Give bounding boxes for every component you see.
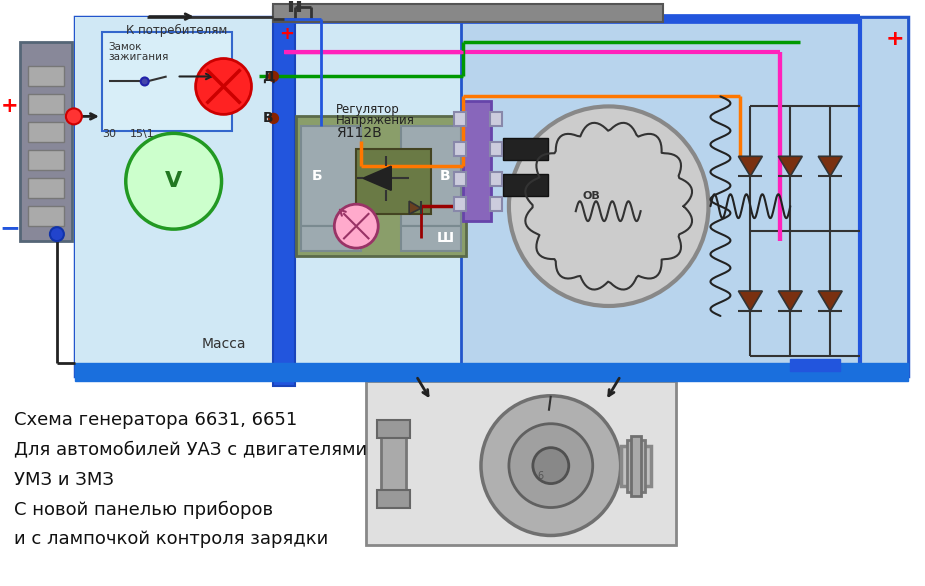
Bar — [490, 142, 502, 156]
Bar — [490, 197, 502, 211]
Bar — [20, 42, 72, 241]
Polygon shape — [819, 291, 842, 311]
Text: +: + — [886, 29, 905, 49]
Bar — [302, 127, 362, 226]
Circle shape — [509, 424, 593, 507]
Bar — [366, 381, 675, 546]
Text: Для автомобилей УАЗ с двигателями: Для автомобилей УАЗ с двигателями — [14, 441, 367, 459]
Bar — [790, 359, 840, 371]
Polygon shape — [409, 201, 421, 214]
Bar — [503, 174, 548, 196]
Text: Я112В: Я112В — [337, 127, 382, 141]
Bar — [28, 178, 64, 198]
Text: +: + — [279, 25, 294, 43]
Text: V: V — [165, 171, 182, 191]
Bar — [631, 435, 641, 496]
Circle shape — [533, 448, 569, 483]
Bar — [102, 32, 231, 131]
Bar — [274, 6, 295, 386]
Bar — [401, 127, 461, 226]
Text: и с лампочкой контроля зарядки: и с лампочкой контроля зарядки — [14, 530, 328, 548]
Polygon shape — [738, 291, 762, 311]
Text: 6: 6 — [537, 471, 544, 481]
Circle shape — [334, 204, 378, 248]
Bar — [28, 94, 64, 114]
Bar — [454, 142, 466, 156]
Circle shape — [126, 134, 222, 229]
Circle shape — [50, 227, 64, 241]
Bar — [454, 113, 466, 127]
Polygon shape — [778, 156, 802, 176]
Bar — [296, 117, 466, 256]
Text: Регулятор: Регулятор — [337, 103, 400, 117]
Bar — [626, 440, 645, 492]
Text: +: + — [1, 97, 18, 117]
Bar — [377, 420, 410, 438]
Bar — [503, 138, 548, 161]
Text: В: В — [439, 169, 450, 183]
Bar — [274, 4, 662, 22]
Bar — [463, 101, 491, 221]
Bar — [401, 226, 461, 251]
Text: Замок: Замок — [109, 42, 142, 52]
Polygon shape — [819, 156, 842, 176]
Bar — [28, 151, 64, 171]
Text: −: − — [0, 216, 20, 240]
Text: −: − — [809, 357, 821, 371]
Polygon shape — [364, 166, 391, 190]
Circle shape — [481, 396, 621, 536]
Text: 30: 30 — [102, 130, 116, 139]
Bar — [381, 421, 406, 500]
Text: Ш: Ш — [437, 231, 453, 245]
Text: ОВ: ОВ — [583, 191, 600, 201]
Text: Напряжения: Напряжения — [337, 114, 415, 127]
Bar — [377, 489, 410, 507]
Circle shape — [268, 71, 278, 81]
Bar — [28, 206, 64, 226]
Bar — [490, 172, 502, 186]
Bar — [461, 16, 908, 376]
Text: 15\1: 15\1 — [130, 130, 154, 139]
Bar — [75, 16, 908, 376]
Bar — [454, 172, 466, 186]
Bar — [356, 149, 431, 214]
Circle shape — [509, 107, 709, 306]
Polygon shape — [738, 156, 762, 176]
Bar — [75, 363, 908, 381]
Text: зажигания: зажигания — [109, 52, 169, 62]
Bar — [461, 16, 908, 376]
Circle shape — [268, 114, 278, 124]
Circle shape — [141, 77, 149, 86]
Text: В: В — [263, 111, 273, 125]
Bar — [28, 122, 64, 142]
Text: Схема генератора 6631, 6651: Схема генератора 6631, 6651 — [14, 411, 297, 429]
Bar — [302, 226, 362, 251]
Text: УМЗ и ЗМЗ: УМЗ и ЗМЗ — [14, 471, 114, 489]
Polygon shape — [778, 291, 802, 311]
Circle shape — [195, 59, 252, 114]
Text: Б: Б — [312, 169, 323, 183]
Bar — [621, 446, 650, 486]
Bar — [28, 66, 64, 87]
Text: Масса: Масса — [202, 337, 246, 351]
Bar — [454, 197, 466, 211]
Bar — [75, 16, 461, 376]
Text: Д: Д — [263, 70, 275, 83]
Circle shape — [66, 108, 81, 124]
Text: К потребителям: К потребителям — [126, 24, 228, 37]
Bar — [490, 113, 502, 127]
Text: С новой панелью приборов: С новой панелью приборов — [14, 500, 273, 519]
